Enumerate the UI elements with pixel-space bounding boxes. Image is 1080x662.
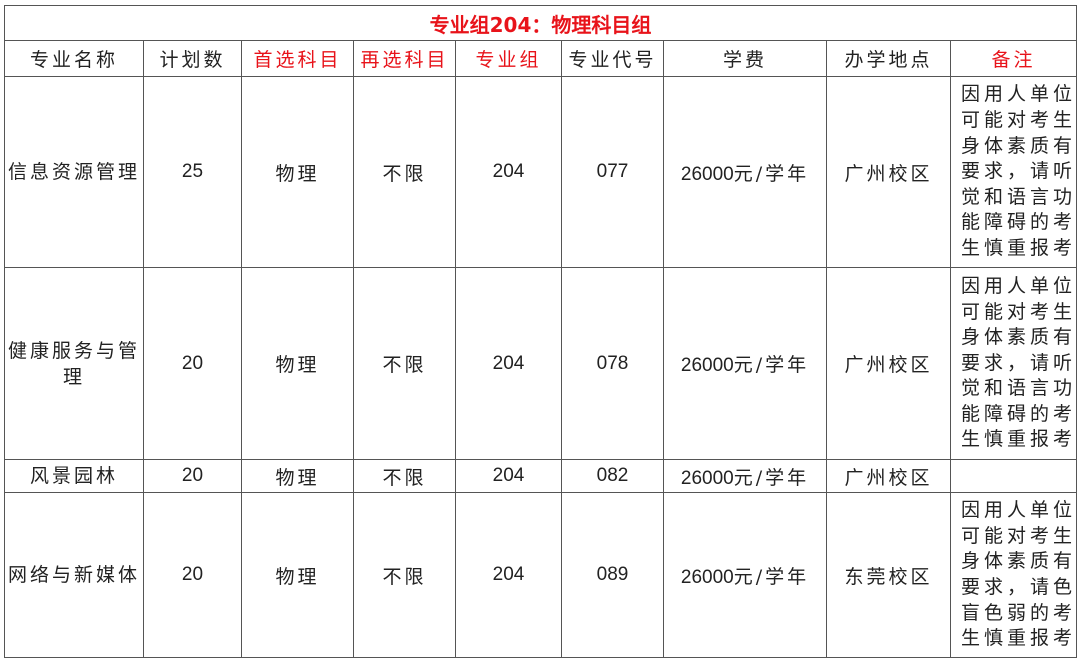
remark-text: 因用人单位可能对考生身体素质有要求，请听觉和语言功能障碍的考生慎重报考 [961,83,1077,259]
plan-count: 20 [143,267,242,460]
major-code: 089 [561,492,664,658]
campus: 广州校区 [826,267,951,460]
tuition-fee: 26000元/学年 [663,76,827,268]
group-code: 204 [455,492,562,658]
major-name: 风景园林 [4,459,144,493]
remark [950,459,1077,493]
column-header: 再选科目 [353,40,456,77]
major-name: 信息资源管理 [4,76,144,268]
major-name: 网络与新媒体 [4,492,144,658]
plan-count: 20 [143,459,242,493]
second-subject: 不限 [353,267,456,460]
column-header: 办学地点 [826,40,951,77]
group-code: 204 [455,76,562,268]
campus: 广州校区 [826,459,951,493]
tuition-fee: 26000元/学年 [663,267,827,460]
fee-amount: 26000 [680,163,734,185]
fee-unit: 元/学年 [733,466,810,489]
column-header: 备注 [950,40,1077,77]
second-subject: 不限 [353,492,456,658]
group-code: 204 [455,267,562,460]
major-code: 078 [561,267,664,460]
remark: 因用人单位可能对考生身体素质有要求，请听觉和语言功能障碍的考生慎重报考 [950,267,1077,460]
column-header: 专业代号 [561,40,664,77]
table-row: 信息资源管理 25 物理 不限 204 077 26000元/学年 广州校区 因用人单位可能对考… [4,76,1077,268]
first-subject: 物理 [241,267,354,460]
remark-text: 因用人单位可能对考生身体素质有要求，请色盲色弱的考生慎重报考 [961,499,1077,650]
first-subject: 物理 [241,76,354,268]
remark: 因用人单位可能对考生身体素质有要求，请色盲色弱的考生慎重报考 [950,492,1077,658]
major-code: 077 [561,76,664,268]
campus: 广州校区 [826,76,951,268]
major-name: 健康服务与管理 [4,267,144,460]
remark: 因用人单位可能对考生身体素质有要求，请听觉和语言功能障碍的考生慎重报考 [950,76,1077,268]
plan-count: 25 [143,76,242,268]
header-row: 专业名称 计划数 首选科目 再选科目 专业组 专业代号 学费 办学地点 备注 [4,40,1077,77]
major-group-table: 专业组204：物理科目组 专业名称 计划数 首选科目 再选科目 专业组 专业代号 学费 办学地… [4,5,1077,658]
table-body: 信息资源管理 25 物理 不限 204 077 26000元/学年 广州校区 因用人单位可能对考… [4,76,1077,658]
second-subject: 不限 [353,459,456,493]
campus: 东莞校区 [826,492,951,658]
major-code: 082 [561,459,664,493]
tuition-fee: 26000元/学年 [663,492,827,658]
remark-text: 因用人单位可能对考生身体素质有要求，请听觉和语言功能障碍的考生慎重报考 [961,274,1077,451]
second-subject: 不限 [353,76,456,268]
table-row: 健康服务与管理 20 物理 不限 204 078 26000元/学年 广州校区 因用人单位可能对… [4,267,1077,460]
group-code: 204 [455,459,562,493]
fee-unit: 元/学年 [733,565,810,588]
fee-amount: 26000 [680,566,734,588]
table-title: 专业组204：物理科目组 [4,5,1077,41]
plan-count: 20 [143,492,242,658]
fee-amount: 26000 [680,355,734,376]
column-header: 首选科目 [241,40,354,77]
fee-unit: 元/学年 [733,354,810,376]
column-header: 专业名称 [4,40,144,77]
table-row: 风景园林 20 物理 不限 204 082 26000元/学年 广州校区 [4,459,1077,493]
first-subject: 物理 [241,459,354,493]
fee-amount: 26000 [680,467,734,489]
tuition-fee: 26000元/学年 [663,459,827,493]
first-subject: 物理 [241,492,354,658]
table-row: 网络与新媒体 20 物理 不限 204 089 26000元/学年 东莞校区 因用人单位可能对考… [4,492,1077,658]
column-header: 学费 [663,40,827,77]
column-header: 专业组 [455,40,562,77]
column-header: 计划数 [143,40,242,77]
fee-unit: 元/学年 [733,162,810,185]
